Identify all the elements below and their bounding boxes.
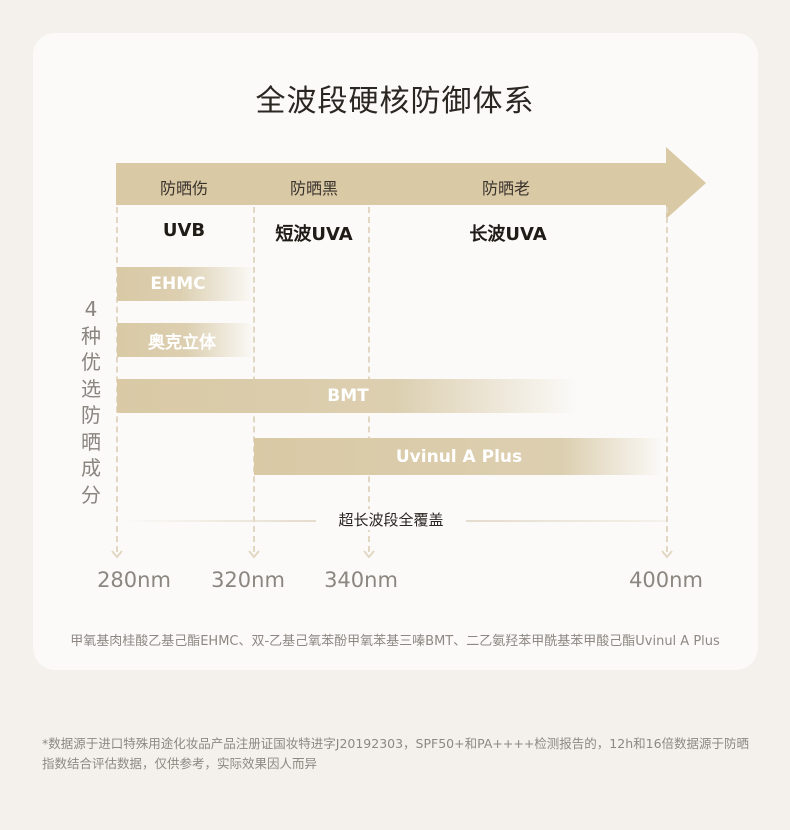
- tick-label-280: 280nm: [97, 568, 171, 592]
- coverage-line-right: [466, 520, 666, 522]
- ingredient-label: 奥克立体: [148, 332, 216, 353]
- chevron-down-icon: [248, 550, 260, 559]
- ingredient-label: BMT: [327, 386, 369, 406]
- page-title: 全波段硬核防御体系: [255, 84, 535, 119]
- ingredient-label: EHMC: [150, 274, 206, 294]
- ingredient-note: 甲氧基肉桂酸乙基己酯EHMC、双-乙基己氧苯酚甲氧苯基三嗪BMT、二乙氨羟苯甲酰…: [70, 634, 720, 649]
- uv-label-uvb: UVB: [162, 220, 206, 241]
- coverage-line-left: [120, 520, 316, 522]
- ingredient-bar-bmt: BMT: [117, 379, 579, 413]
- band-label-short-uva: 防晒黑: [289, 179, 339, 198]
- wavelength-line-400: [666, 207, 668, 552]
- ingredient-bar-octocrylene: 奥克立体: [117, 323, 255, 357]
- band-label-long-uva: 防晒老: [481, 179, 531, 198]
- chevron-down-icon: [111, 550, 123, 559]
- uv-label-short-uva: 短波UVA: [275, 224, 353, 245]
- ingredient-label: Uvinul A Plus: [395, 446, 523, 467]
- chevron-down-icon: [363, 550, 375, 559]
- ingredient-bar-ehmc: EHMC: [117, 267, 255, 301]
- tick-label-400: 400nm: [629, 568, 703, 592]
- side-label: 4 种 优 选 防 晒 成 分: [81, 297, 101, 507]
- band-label-uvb: 防晒伤: [159, 179, 209, 198]
- spectrum-arrow: [116, 147, 706, 219]
- ingredient-bar-uvinul: Uvinul A Plus: [254, 438, 664, 475]
- tick-label-340: 340nm: [324, 568, 398, 592]
- chevron-down-icon: [661, 550, 673, 559]
- disclaimer: *数据源于进口特殊用途化妆品产品注册证国妆特进字J20192303，SPF50+…: [42, 736, 750, 771]
- uv-label-long-uva: 长波UVA: [469, 224, 547, 245]
- coverage-label: 超长波段全覆盖: [316, 509, 466, 530]
- tick-label-320: 320nm: [211, 568, 285, 592]
